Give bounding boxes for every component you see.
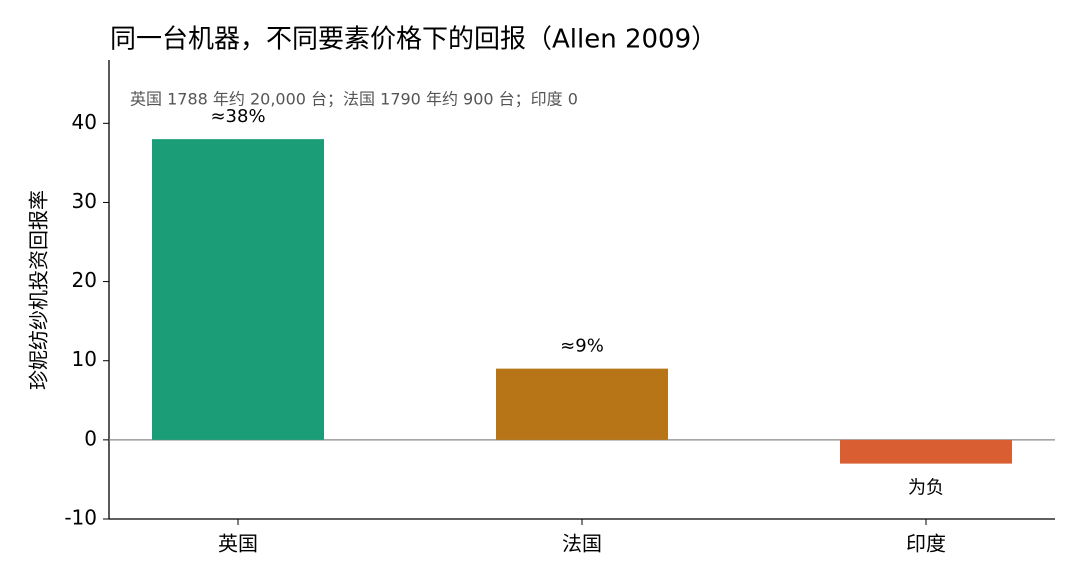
value-label: ≈38%	[210, 106, 265, 127]
y-tick-label: 20	[72, 268, 97, 292]
x-tick-label: 英国	[218, 532, 258, 556]
y-axis-label: 珍妮纺纱机投资回报率	[27, 190, 51, 390]
value-label: ≈9%	[560, 336, 604, 357]
y-tick-label: 30	[72, 189, 97, 213]
y-tick-label: 10	[72, 347, 97, 371]
value-label: 为负	[908, 478, 944, 499]
annotation: 英国 1788 年约 20,000 台；法国 1790 年约 900 台；印度 …	[130, 90, 578, 109]
bar	[496, 368, 668, 440]
y-tick-label: -10	[64, 506, 97, 530]
y-tick-label: 40	[72, 110, 97, 134]
y-tick-label: 0	[84, 426, 97, 450]
x-tick-label: 印度	[906, 532, 946, 556]
x-tick-label: 法国	[562, 532, 602, 556]
bar	[840, 439, 1012, 464]
bar	[152, 139, 324, 440]
chart-title: 同一台机器，不同要素价格下的回报（Allen 2009）	[110, 25, 717, 55]
